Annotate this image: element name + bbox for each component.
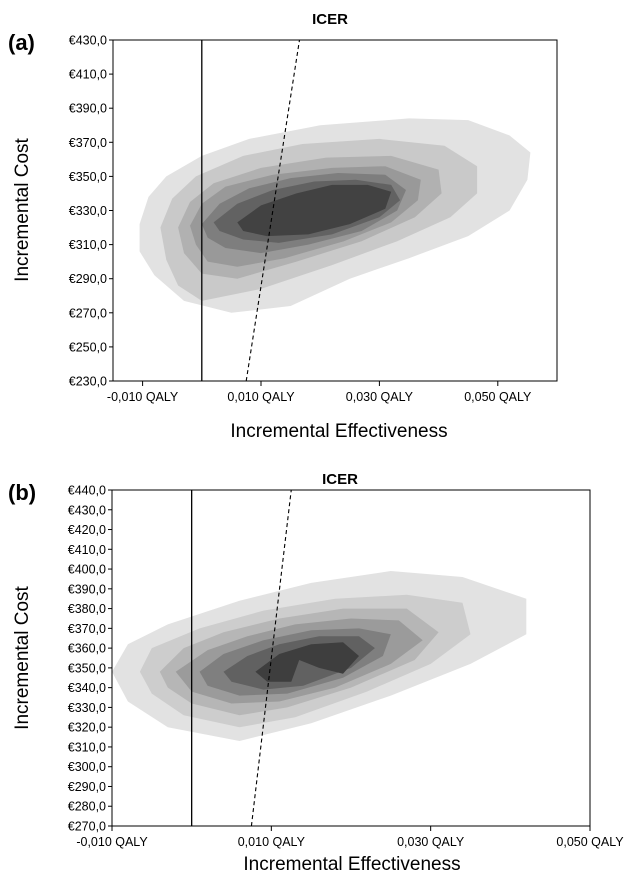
y-tick-label: €300,0 [68, 760, 106, 774]
y-tick-label: €330,0 [68, 701, 106, 715]
panel-a-x-ticks: -0,010 QALY 0,010 QALY 0,030 QALY 0,050 QAL… [107, 381, 532, 404]
y-tick-label: €290,0 [69, 272, 107, 286]
y-tick-label: €370,0 [68, 622, 106, 636]
x-tick-label: -0,010 QALY [76, 835, 148, 849]
y-tick-label: €350,0 [69, 170, 107, 184]
panel-a-y-axis-label: Incremental Cost [12, 137, 33, 281]
y-tick-label: €360,0 [68, 642, 106, 656]
y-tick-label: €400,0 [68, 563, 106, 577]
panel-b: (b) ICER €270,0€280,0€290,0€300,0€310,0€… [8, 471, 624, 875]
panel-a-y-ticks: €230,0 €250,0 €270,0 €290,0 €310,0 €330,0 €350… [69, 34, 113, 389]
y-tick-label: €310,0 [69, 238, 107, 252]
panel-b-label: (b) [8, 480, 36, 505]
y-tick-label: €350,0 [68, 661, 106, 675]
y-tick-label: €310,0 [68, 740, 106, 754]
panel-b-threshold-line [250, 489, 292, 827]
panel-a: (a) ICER €230,0€250,0€270,0€290,0€310,0€… [8, 11, 558, 442]
y-tick-label: €340,0 [68, 681, 106, 695]
panel-b-y-axis-label: Incremental Cost [12, 585, 33, 729]
panel-a-threshold-line [245, 39, 301, 382]
panel-b-x-ticks: -0,010 QALY 0,010 QALY 0,030 QALY 0,050 QAL… [76, 826, 624, 849]
y-tick-label: €330,0 [69, 204, 107, 218]
x-tick-label: 0,030 QALY [397, 835, 465, 849]
x-tick-label: 0,010 QALY [227, 390, 295, 404]
x-tick-label: -0,010 QALY [107, 390, 179, 404]
panel-b-x-axis-label: Incremental Effectiveness [243, 854, 460, 875]
y-tick-label: €380,0 [68, 602, 106, 616]
x-tick-label: 0,050 QALY [556, 835, 624, 849]
y-tick-label: €290,0 [68, 780, 106, 794]
y-tick-label: €250,0 [69, 340, 107, 354]
y-tick-label: €270,0 [69, 306, 107, 320]
y-tick-label: €430,0 [69, 34, 107, 48]
y-tick-label: €420,0 [68, 523, 106, 537]
panel-a-title: ICER [312, 11, 348, 28]
panel-b-y-ticks: €270,0 €280,0 €290,0 €300,0 €310,0 €320,0 €330… [68, 484, 112, 834]
density-contour-level-7 [255, 642, 359, 682]
x-tick-label: 0,030 QALY [346, 390, 414, 404]
y-tick-label: €390,0 [69, 102, 107, 116]
panel-a-contours [139, 118, 531, 313]
y-tick-label: €410,0 [69, 68, 107, 82]
y-tick-label: €370,0 [69, 136, 107, 150]
panel-a-label: (a) [8, 30, 35, 55]
panel-a-x-axis-label: Incremental Effectiveness [230, 421, 447, 442]
density-contour-level-7 [237, 184, 392, 237]
y-tick-label: €280,0 [68, 800, 106, 814]
y-tick-label: €430,0 [68, 503, 106, 517]
x-tick-label: 0,010 QALY [238, 835, 306, 849]
y-tick-label: €230,0 [69, 375, 107, 389]
panel-b-title: ICER [322, 471, 358, 488]
x-tick-label: 0,050 QALY [464, 390, 532, 404]
y-tick-label: €320,0 [68, 721, 106, 735]
y-tick-label: €390,0 [68, 582, 106, 596]
y-tick-label: €440,0 [68, 484, 106, 498]
panel-b-contours [112, 571, 527, 741]
y-tick-label: €270,0 [68, 820, 106, 834]
panel-b-plot-frame [111, 489, 591, 827]
y-tick-label: €410,0 [68, 543, 106, 557]
